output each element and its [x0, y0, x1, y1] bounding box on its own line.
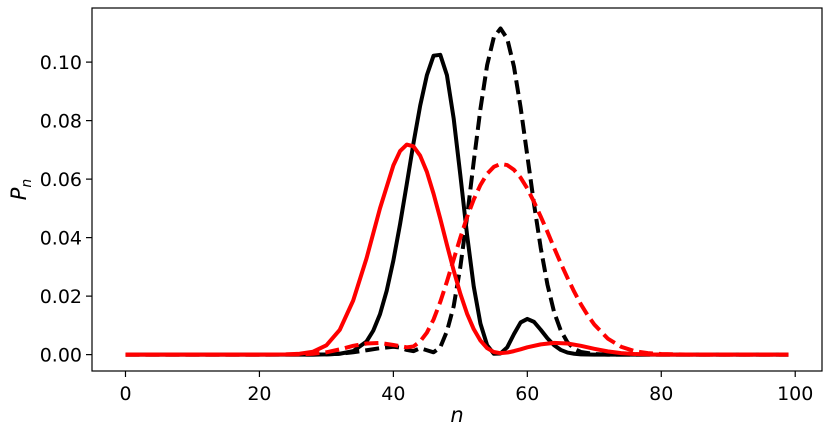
x-tick-label: 0	[119, 383, 131, 405]
series-line-1-black-solid	[125, 52, 789, 357]
series-line-2-black-dashed	[125, 26, 789, 357]
x-tick-label: 40	[381, 383, 405, 405]
series-layer	[125, 26, 789, 357]
x-tick-label: 80	[649, 383, 673, 405]
y-tick-label: 0.02	[40, 286, 82, 308]
x-tick-label: 100	[777, 383, 813, 405]
series-line-3-red-solid	[125, 142, 789, 357]
x-tick-label: 20	[247, 383, 271, 405]
x-axis: 0 20 40 60 80 100	[119, 371, 813, 405]
x-axis-label: n	[450, 403, 463, 427]
y-axis-label-sub: n	[19, 179, 35, 188]
x-tick-label: 60	[515, 383, 539, 405]
series-line-4-red-dashed	[125, 161, 789, 357]
y-tick-label: 0.00	[40, 345, 82, 367]
y-tick-label: 0.10	[40, 52, 82, 74]
y-tick-label: 0.08	[40, 111, 82, 133]
y-tick-label: 0.04	[40, 228, 82, 250]
y-axis-label-main: P	[7, 187, 31, 200]
y-tick-label: 0.06	[40, 169, 82, 191]
y-axis-label: Pn	[7, 179, 35, 201]
y-axis: 0.00 0.02 0.04 0.06 0.08 0.10	[40, 52, 92, 367]
plot-area	[91, 7, 823, 372]
